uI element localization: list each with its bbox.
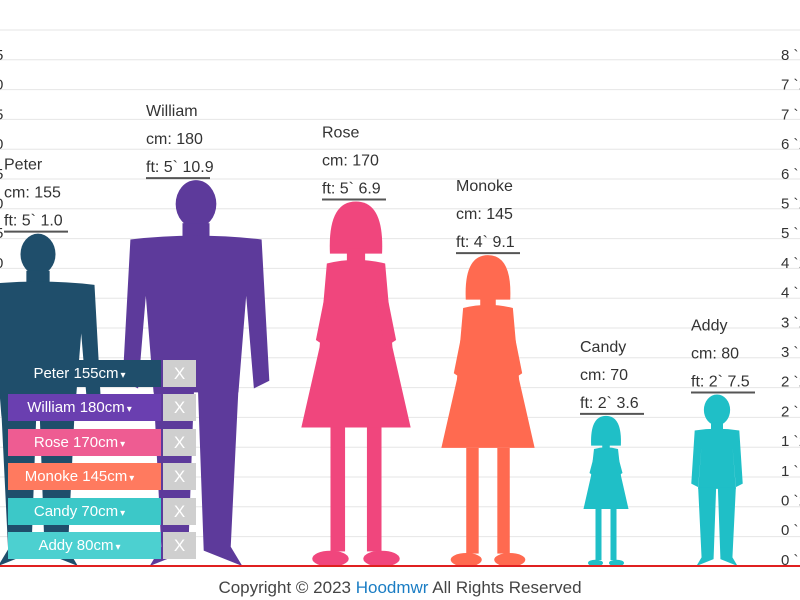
- person-control-row: William 180cm ▾ X: [8, 394, 198, 422]
- remove-person-button[interactable]: X: [163, 394, 196, 422]
- left-scale-label: 5: [0, 47, 3, 64]
- person-cm-label: cm: 170: [322, 153, 379, 170]
- person-select[interactable]: Addy 80cm ▾: [8, 532, 161, 559]
- person-name-label: Rose: [322, 125, 359, 142]
- right-scale-label: 3 `: [781, 344, 799, 361]
- person-select-label: Candy 70cm: [33, 502, 119, 520]
- person-name-label: Addy: [691, 317, 727, 334]
- person-select[interactable]: William 180cm ▾: [8, 394, 161, 422]
- person-ft-label: ft: 2` 7.5: [691, 373, 750, 390]
- left-scale-label: 0: [0, 196, 3, 213]
- person-ft-label: ft: 2` 3.6: [580, 395, 639, 412]
- person-select-label: William 180cm: [27, 399, 125, 417]
- person-cm-label: cm: 70: [580, 367, 628, 384]
- person-name-label: William: [146, 103, 198, 120]
- left-scale-label: 5: [0, 166, 3, 183]
- woman-icon: [441, 255, 535, 567]
- right-scale-label: 5 `1: [781, 196, 800, 213]
- right-scale-label: 1 `1: [781, 433, 800, 450]
- remove-person-button[interactable]: X: [163, 463, 196, 491]
- left-scale-label: 0: [0, 255, 3, 272]
- person-select-label: Monoke 145cm: [24, 468, 128, 486]
- person-ft-label: ft: 4` 9.1: [456, 234, 515, 251]
- person-control-row: Rose 170cm ▾ X: [8, 428, 198, 456]
- footer-suffix: All Rights Reserved: [428, 578, 582, 597]
- remove-person-button[interactable]: X: [163, 532, 196, 559]
- person-cm-label: cm: 180: [146, 131, 203, 148]
- left-scale-label: 0: [0, 136, 3, 153]
- person-name-label: Candy: [580, 339, 626, 356]
- person-select[interactable]: Peter 155cm ▾: [8, 360, 161, 387]
- person-cm-label: cm: 155: [4, 185, 61, 202]
- grid-lines: [0, 29, 800, 538]
- left-scale-label: 0: [0, 77, 3, 94]
- chevron-down-icon: ▾: [115, 542, 121, 553]
- person-select-label: Peter 155cm: [33, 365, 119, 382]
- person-select-label: Rose 170cm: [33, 433, 119, 451]
- chevron-down-icon: ▾: [120, 507, 126, 519]
- chevron-down-icon: ▾: [129, 473, 135, 485]
- person-ft-label: ft: 5` 10.9: [146, 159, 214, 176]
- person-cm-label: cm: 80: [691, 345, 739, 362]
- right-scale-label: 0 `: [781, 552, 799, 569]
- chevron-down-icon: ▾: [120, 370, 126, 381]
- right-scale-label: 8 `: [781, 47, 799, 64]
- person-control-row: Monoke 145cm ▾ X: [8, 463, 198, 491]
- right-scale-label: 4 `: [781, 285, 799, 302]
- right-scale-label: 1 `: [781, 463, 799, 480]
- boy-icon: [691, 394, 743, 566]
- remove-person-button[interactable]: X: [163, 428, 196, 456]
- right-scale-label: 4 `1: [781, 255, 800, 272]
- footer-prefix: Copyright © 2023: [218, 578, 356, 597]
- left-scale-label: 5: [0, 225, 3, 242]
- footer: Copyright © 2023 Hoodmwr All Rights Rese…: [0, 578, 800, 598]
- person-select-label: Addy 80cm: [38, 537, 114, 554]
- person-control-row: Candy 70cm ▾ X: [8, 497, 198, 525]
- right-scale-label: 0 `: [781, 522, 799, 539]
- person-ft-label: ft: 5` 1.0: [4, 213, 63, 230]
- person-ft-label: ft: 5` 6.9: [322, 181, 381, 198]
- footer-link[interactable]: Hoodmwr: [355, 578, 429, 597]
- right-scale-label: 2 `1: [781, 374, 800, 391]
- person-control-row: Addy 80cm ▾ X: [8, 532, 198, 559]
- person-name-label: Peter: [4, 157, 43, 174]
- remove-person-button[interactable]: X: [163, 360, 196, 387]
- left-scale-labels: 505050505: [0, 47, 3, 302]
- person-select[interactable]: Candy 70cm ▾: [8, 497, 161, 525]
- person-cm-label: cm: 145: [456, 206, 513, 223]
- person-select[interactable]: Rose 170cm ▾: [8, 428, 161, 456]
- woman-icon: [301, 201, 411, 567]
- right-scale-label: 7 `: [781, 106, 799, 123]
- left-scale-label: 5: [0, 106, 3, 123]
- person-name-label: Monoke: [456, 178, 513, 195]
- right-scale-label: 6 `1: [781, 136, 800, 153]
- right-scale-label: 2 `: [781, 403, 799, 420]
- remove-person-button[interactable]: X: [163, 497, 196, 525]
- chevron-down-icon: ▾: [120, 438, 126, 450]
- right-scale-label: 5 `: [781, 225, 799, 242]
- girl-icon: [583, 415, 629, 567]
- chevron-down-icon: ▾: [126, 404, 132, 416]
- right-scale-label: 6 `: [781, 166, 799, 183]
- figure-labels: Peter cm: 155 ft: 5` 1.0 William cm: 180 ft: …: [4, 103, 755, 415]
- person-control-row: Peter 155cm ▾ X: [8, 360, 198, 387]
- person-select[interactable]: Monoke 145cm ▾: [8, 463, 161, 491]
- right-scale-label: 3 `1: [781, 314, 800, 331]
- right-scale-labels: 8 ` 7 `1 7 ` 6 `1 6 ` 5 `1 5 ` 4 `1 4 ` 3 `1 3 ` 2 …: [781, 47, 800, 569]
- right-scale-label: 0 `1: [781, 493, 800, 510]
- right-scale-label: 7 `1: [781, 77, 800, 94]
